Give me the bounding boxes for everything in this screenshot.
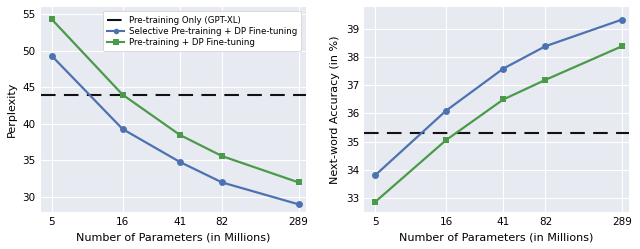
- X-axis label: Number of Parameters (in Millions): Number of Parameters (in Millions): [76, 232, 270, 242]
- Legend: Pre-training Only (GPT-XL), Selective Pre-training + DP Fine-tuning, Pre-trainin: Pre-training Only (GPT-XL), Selective Pr…: [103, 11, 301, 51]
- X-axis label: Number of Parameters (in Millions): Number of Parameters (in Millions): [399, 232, 594, 242]
- Y-axis label: Next-word Accuracy (in %): Next-word Accuracy (in %): [330, 35, 340, 184]
- Y-axis label: Perplexity: Perplexity: [7, 82, 17, 137]
